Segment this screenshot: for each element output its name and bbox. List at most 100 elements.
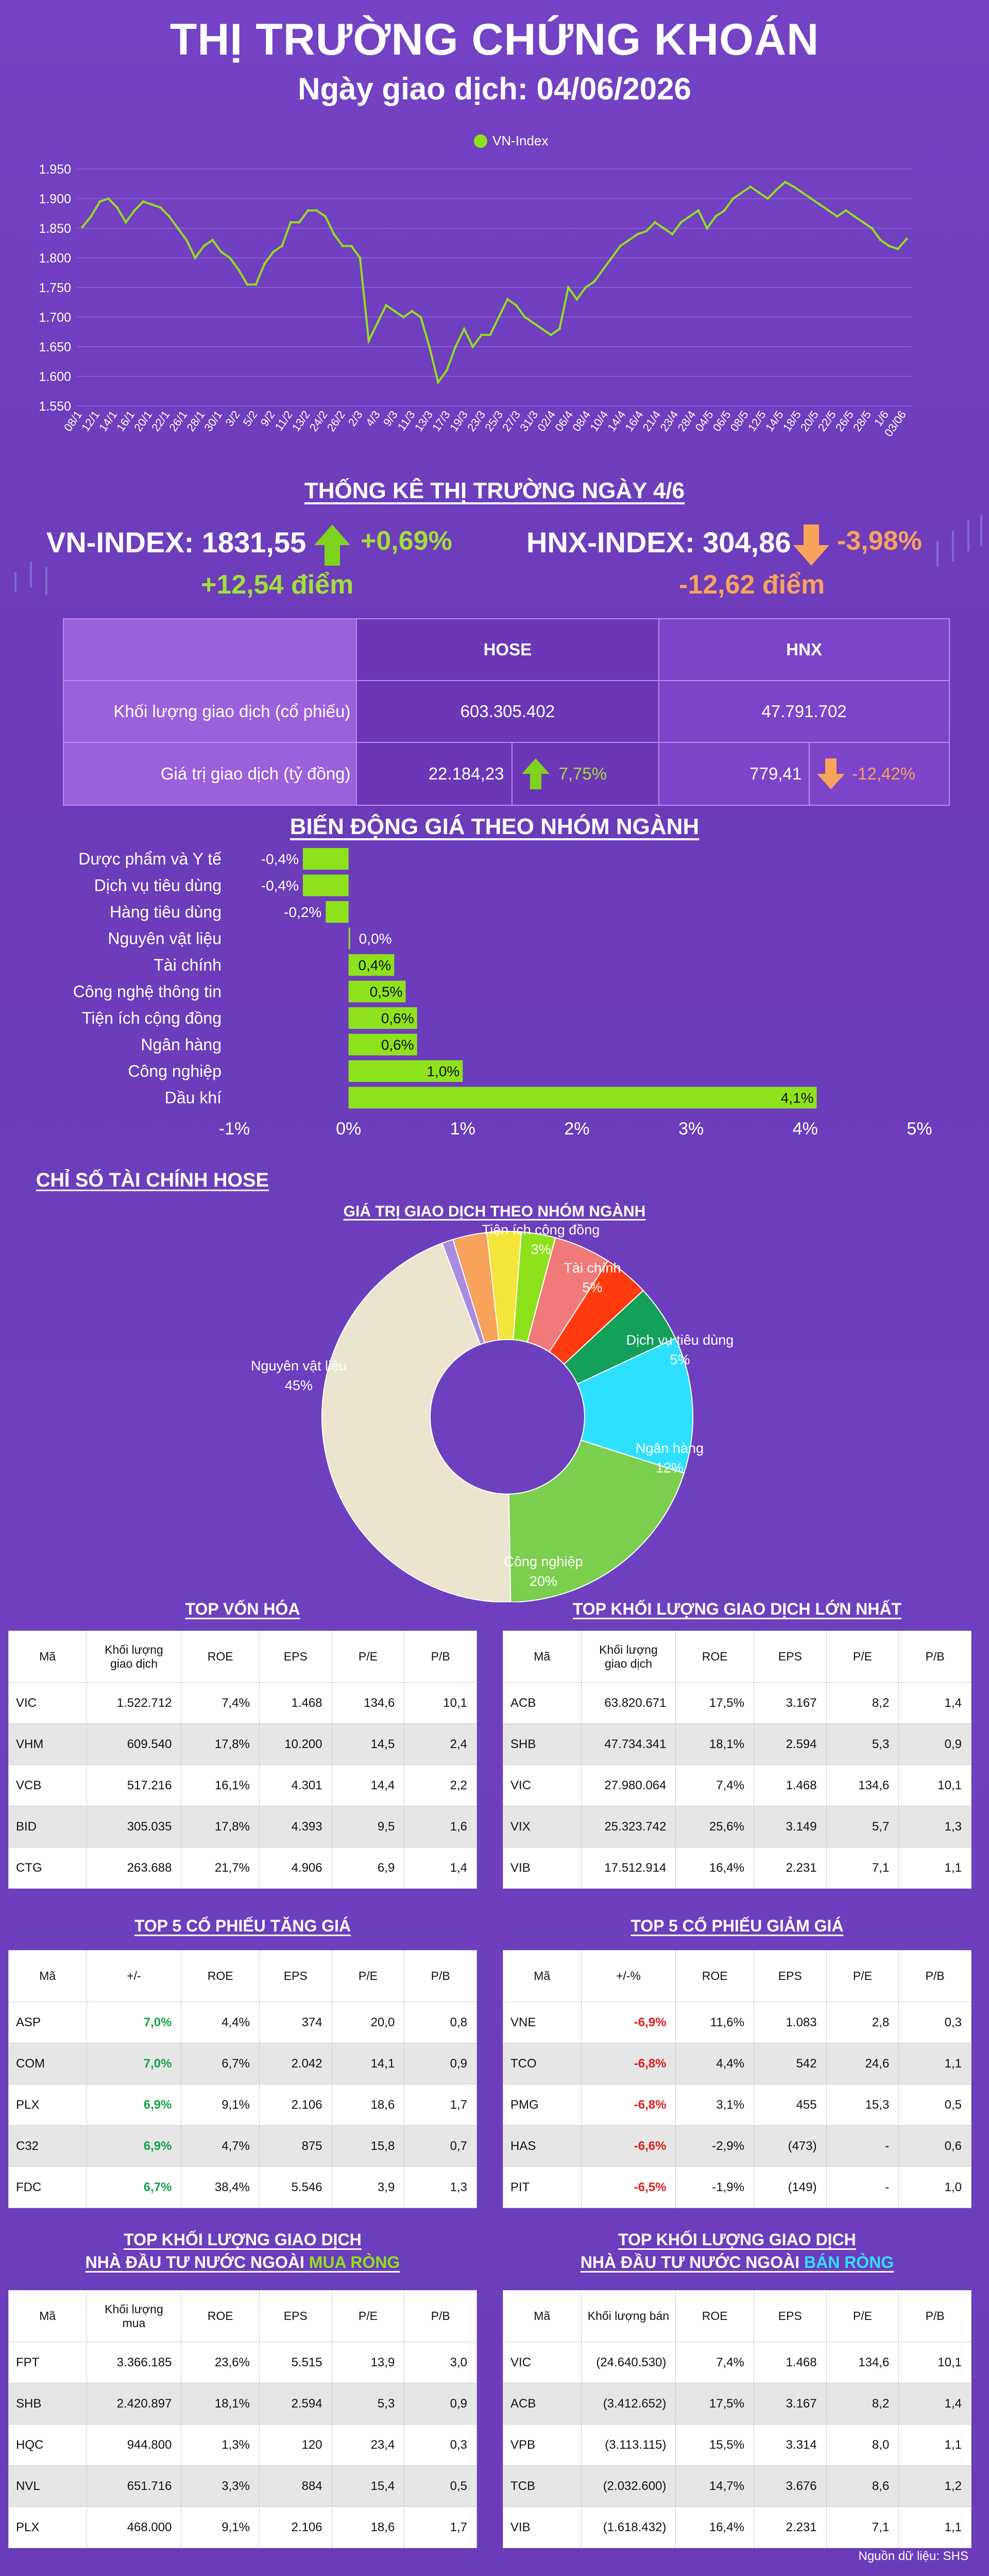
pie-title: GIÁ TRỊ GIAO DỊCH THEO NHÓM NGÀNH xyxy=(343,1203,646,1220)
data-point xyxy=(844,209,847,212)
table-cell: PMG xyxy=(503,2084,582,2126)
x-tick-label: 25/3 xyxy=(482,409,505,434)
decor-ticks xyxy=(14,515,982,595)
data-point xyxy=(783,180,787,183)
top-cap-table: Mã Khối lượng giao dịch ROE EPS P/E P/B VIC 1.52… xyxy=(8,1631,477,1889)
table-cell: HQC xyxy=(8,2424,87,2466)
table-cell: 17,5% xyxy=(675,1682,754,1724)
table-cell: 15,3 xyxy=(826,2084,899,2126)
sector-pie-chart: Tiện ích cộng đồng 3% Tài chính 5% Dịch vụ t… xyxy=(251,1222,734,1602)
data-point xyxy=(150,203,154,206)
table-row: BID 305.035 17,8% 4.393 9,5 1,6 xyxy=(8,1806,477,1848)
table-cell: 3.149 xyxy=(753,1806,827,1848)
table-header-cell: P/B xyxy=(404,1950,477,2002)
data-point xyxy=(731,197,735,200)
up-arrow-icon xyxy=(521,758,550,789)
pie-label-name: Công nghiệp xyxy=(504,1554,583,1569)
down-arrow-icon xyxy=(793,524,829,566)
table-cell: 3.314 xyxy=(753,2424,827,2466)
vn-index-value: VN-INDEX: 1831,55 xyxy=(46,526,306,558)
table-cell: (149) xyxy=(753,2166,827,2208)
market-stats-table: HOSE HNX Khối lượng giao dịch (cổ phiếu)… xyxy=(63,618,950,806)
table-header-cell: P/E xyxy=(331,2290,405,2342)
table-cell: COM xyxy=(8,2043,87,2084)
table-header-cell: ROE xyxy=(675,2290,754,2342)
table-cell: 25,6% xyxy=(675,1806,754,1848)
data-point xyxy=(541,328,544,330)
table-header-cell: Mã xyxy=(503,2290,582,2342)
x-tick-label: 5% xyxy=(907,1119,932,1139)
bar xyxy=(348,1033,417,1056)
table-cell: VNE xyxy=(503,2002,582,2043)
table-cell: 8,6 xyxy=(826,2465,899,2507)
table-cell: 305.035 xyxy=(86,1806,182,1848)
table-cell: 1,2 xyxy=(898,2465,971,2507)
table-cell: 468.000 xyxy=(86,2506,182,2548)
table-cell: (2.032.600) xyxy=(581,2465,676,2507)
pie-label-pct: 5% xyxy=(582,1280,602,1295)
bar xyxy=(348,954,395,976)
x-tick-label: 3% xyxy=(678,1119,704,1139)
y-tick-label: 1.800 xyxy=(39,251,71,266)
table-cell: 6,9% xyxy=(86,2084,182,2126)
table-row: PLX 6,9% 9,1% 2.106 18,6 1,7 xyxy=(8,2084,477,2126)
data-point xyxy=(706,227,709,230)
y-tick-label: 1.900 xyxy=(39,192,71,207)
table-cell: ACB xyxy=(503,2383,582,2425)
table-header-cell: Mã xyxy=(503,1950,582,2002)
page-subtitle: Ngày giao dịch: 04/06/2026 xyxy=(298,72,691,106)
data-point xyxy=(445,369,448,372)
table-header-cell: P/E xyxy=(826,1950,899,2002)
data-point xyxy=(602,268,605,271)
bar-category-label: Dịch vụ tiêu dùng xyxy=(94,876,221,895)
up-arrow-icon xyxy=(314,524,350,566)
top-loss-table: Mã +/-% ROE EPS P/E P/B VNE -6,9% 11,6% 1.083 2,8 0… xyxy=(503,1950,971,2208)
table-cell: -6,9% xyxy=(581,2002,676,2043)
table-cell: 3.676 xyxy=(753,2465,827,2507)
data-source: Nguồn dữ liệu: SHS xyxy=(858,2549,968,2563)
x-tick-label: 1% xyxy=(450,1119,475,1139)
data-point xyxy=(688,215,691,218)
table-cell: 23,4 xyxy=(331,2424,405,2466)
table-header-cell: Mã xyxy=(8,1631,87,1683)
table-cell: 5,7 xyxy=(826,1806,899,1848)
table-cell: 18,6 xyxy=(331,2506,405,2548)
table-cell: 6,9% xyxy=(86,2125,182,2167)
table-cell: FPT xyxy=(8,2342,87,2383)
table-cell: 134,6 xyxy=(331,1682,405,1724)
data-point xyxy=(584,286,587,289)
table-cell: (3.412.652) xyxy=(581,2383,676,2425)
table-cell: 0,5 xyxy=(404,2465,477,2507)
table-header-cell: Khối lượng mua xyxy=(86,2290,182,2342)
table-cell: 1.083 xyxy=(753,2002,827,2043)
foreign-sell-title-line2: NHÀ ĐẦU TƯ NƯỚC NGOÀI BÁN RÒNG xyxy=(503,2251,971,2274)
table-cell: 0,3 xyxy=(898,2002,971,2043)
table-cell: 3.167 xyxy=(753,2383,827,2425)
table-cell: 5.515 xyxy=(259,2342,332,2383)
data-point xyxy=(463,328,466,330)
table-header-cell: P/B xyxy=(898,1950,971,2002)
foreign-sell-table: Mã Khối lượng bán ROE EPS P/E P/B VIC (24.640.5… xyxy=(503,2290,971,2548)
data-point xyxy=(627,239,630,242)
table-cell: 14,4 xyxy=(331,1765,405,1806)
data-point xyxy=(645,230,648,233)
table-row: C32 6,9% 4,7% 875 15,8 0,7 xyxy=(8,2125,477,2167)
x-tick-label: 2% xyxy=(564,1119,589,1139)
foreign-buy-title: TOP KHỐI LƯỢNG GIAO DỊCH NHÀ ĐẦU TƯ NƯỚC… xyxy=(8,2228,477,2274)
x-tick-label: 27/3 xyxy=(500,409,523,434)
table-cell: VIC xyxy=(503,2342,582,2383)
hnx-volume: 47.791.702 xyxy=(658,680,950,743)
x-tick-label: 24/2 xyxy=(307,409,330,434)
bar-value-label: 1,0% xyxy=(427,1063,460,1079)
table-header-cell: ROE xyxy=(675,1950,754,2002)
table-cell: 875 xyxy=(259,2125,332,2167)
data-point xyxy=(115,206,118,209)
x-tick-label: 20/1 xyxy=(131,409,155,434)
table-cell: 1,7 xyxy=(404,2506,477,2548)
data-point xyxy=(202,245,206,247)
table-cell: 944.800 xyxy=(86,2424,182,2466)
data-point xyxy=(801,191,804,194)
data-point xyxy=(558,328,561,330)
data-point xyxy=(714,215,717,218)
top-gain-table: Mã +/- ROE EPS P/E P/B ASP 7,0% 4,4% 374 20,0 0,8 CO… xyxy=(8,1950,477,2208)
